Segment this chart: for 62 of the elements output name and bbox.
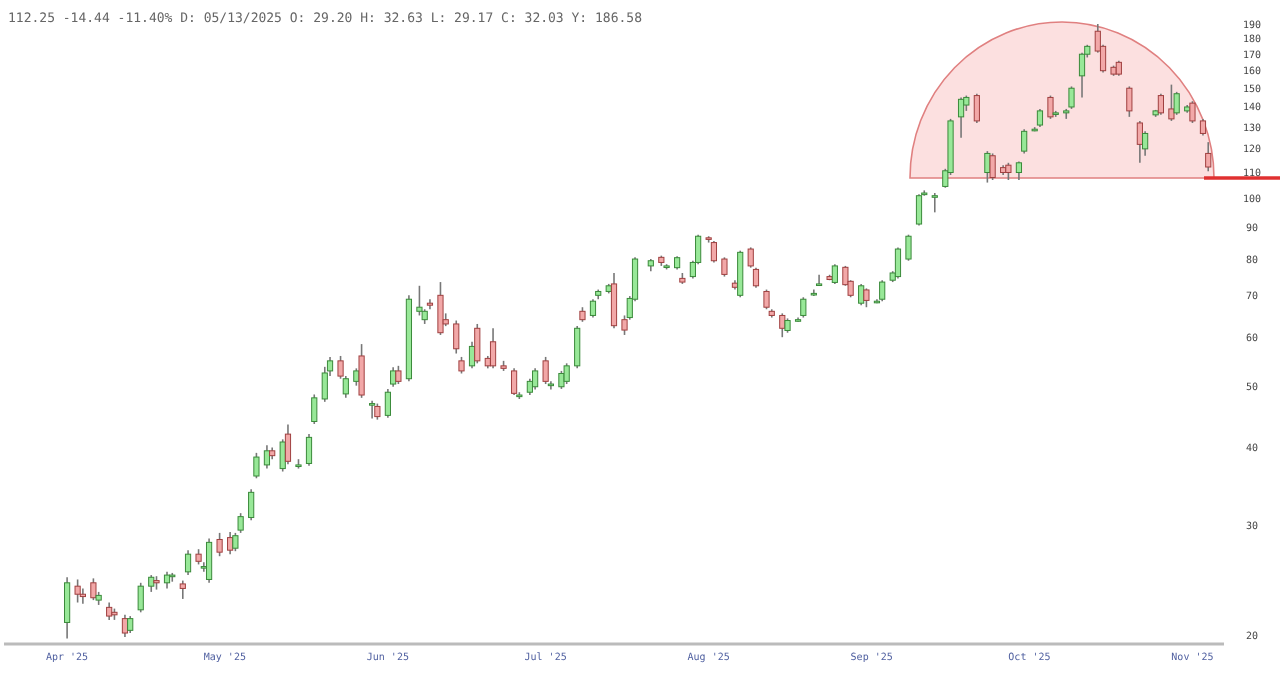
candlestick — [1205, 141, 1212, 173]
candlestick — [905, 233, 912, 262]
candlestick — [800, 296, 807, 319]
candlestick — [1078, 51, 1086, 99]
candlestick — [311, 393, 318, 425]
candlestick — [558, 370, 565, 390]
candlestick — [931, 192, 938, 214]
candlestick — [574, 325, 581, 370]
candlestick — [779, 312, 786, 339]
candlestick — [1136, 120, 1143, 164]
candlestick — [416, 284, 423, 317]
candlestick — [710, 240, 718, 264]
candlestick — [973, 92, 980, 124]
candlestick — [79, 587, 86, 605]
candlestick — [237, 512, 244, 534]
candlestick — [1189, 100, 1196, 124]
candlestick — [474, 323, 481, 365]
candlestick — [863, 287, 870, 309]
candlestick — [894, 246, 902, 280]
candlestick — [1157, 92, 1164, 116]
candlestick — [989, 152, 996, 181]
candlestick — [510, 367, 518, 396]
candlestick — [284, 423, 292, 465]
candlestick — [390, 366, 397, 388]
candlestick — [858, 283, 865, 306]
candlestick — [384, 388, 391, 419]
candlestick — [248, 488, 255, 521]
candlestick — [74, 578, 81, 604]
candlestick — [358, 343, 365, 399]
candlestick — [721, 256, 728, 278]
candlestick — [610, 272, 618, 330]
candlestick — [532, 367, 539, 391]
candlestick — [957, 96, 965, 139]
candlestick — [737, 249, 744, 299]
candlestick — [1036, 108, 1044, 128]
candlestick — [137, 582, 144, 614]
candlestick — [453, 319, 460, 355]
candlestick — [831, 263, 838, 285]
candlestick — [563, 362, 570, 385]
candlestick — [253, 452, 260, 480]
candlestick — [1168, 83, 1175, 122]
candlestick — [90, 577, 97, 601]
candlestick — [305, 433, 313, 467]
candlestick — [437, 281, 444, 336]
candlestick — [369, 399, 376, 420]
candlestick — [232, 532, 239, 552]
candlestick — [184, 549, 192, 576]
candlestick — [763, 288, 770, 311]
candlestick — [1173, 91, 1180, 116]
candlestick — [589, 298, 597, 319]
candlestick — [915, 193, 923, 227]
candlestick — [64, 576, 71, 640]
candlestick — [542, 356, 549, 385]
candlestick — [1126, 85, 1133, 118]
candlestick — [879, 279, 886, 303]
candlestick — [205, 537, 213, 584]
candlestick — [1047, 94, 1054, 120]
candlestick — [1021, 128, 1028, 155]
candlestick — [1068, 85, 1075, 110]
candlestick — [216, 532, 223, 557]
candlestick — [179, 579, 186, 600]
candlestick — [395, 365, 402, 385]
